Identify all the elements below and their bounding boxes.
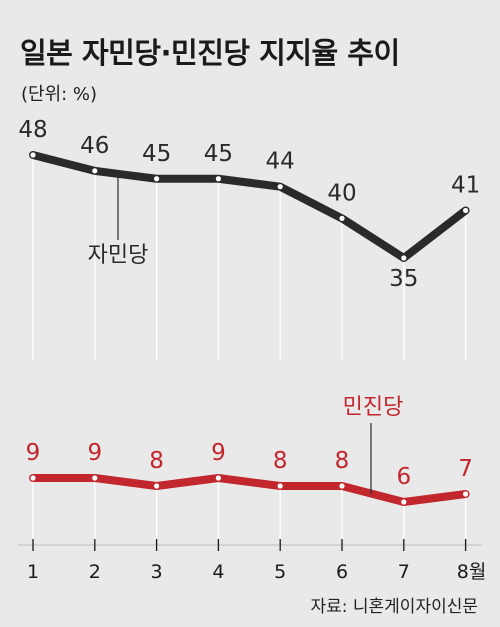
series-label-dp: 민진당 [343, 395, 404, 420]
data-label: 7 [458, 456, 473, 482]
data-label: 48 [18, 117, 47, 143]
data-point [92, 475, 98, 481]
data-point [277, 184, 283, 190]
data-point [154, 483, 160, 489]
data-point [30, 152, 36, 158]
data-label: 9 [26, 440, 41, 466]
unit-label: (단위: %) [21, 84, 98, 105]
data-label: 46 [80, 133, 109, 159]
data-label: 45 [142, 141, 171, 167]
x-tick-label: 7 [398, 561, 410, 583]
data-label: 8 [335, 448, 350, 474]
x-tick-label: 6 [336, 561, 348, 583]
data-point [277, 483, 283, 489]
data-point [463, 207, 469, 214]
data-label: 6 [396, 464, 411, 490]
data-label: 35 [389, 266, 418, 292]
x-tick-label: 3 [151, 561, 163, 583]
data-label: 8 [149, 448, 164, 474]
x-tick-label: 5 [274, 561, 286, 583]
data-point [215, 475, 221, 481]
data-label: 45 [204, 141, 233, 167]
data-label: 40 [327, 180, 356, 206]
data-point [401, 499, 407, 505]
data-label: 44 [266, 149, 295, 175]
data-point [92, 168, 98, 174]
series-line-1 [29, 474, 470, 506]
data-point [401, 255, 407, 261]
x-tick-label: 4 [212, 561, 224, 583]
x-tick-label: 2 [89, 561, 101, 583]
x-tick-label: 8월 [457, 561, 487, 583]
data-label: 9 [87, 440, 102, 466]
chart-title: 일본 자민당·민진당 지지율 추이 [20, 36, 400, 70]
data-point [30, 475, 36, 481]
data-point [215, 176, 221, 182]
data-label: 41 [451, 172, 480, 198]
source-note: 자료: 니혼게이자이신문 [310, 597, 478, 617]
series-label-ldp: 자민당 [88, 243, 149, 268]
data-point [154, 176, 160, 182]
x-tick-label: 1 [27, 561, 39, 583]
data-point [339, 215, 345, 221]
data-label: 9 [211, 440, 226, 466]
data-point [339, 483, 345, 489]
data-label: 8 [273, 448, 288, 474]
series-line-0 [29, 151, 470, 262]
data-point [463, 491, 469, 497]
